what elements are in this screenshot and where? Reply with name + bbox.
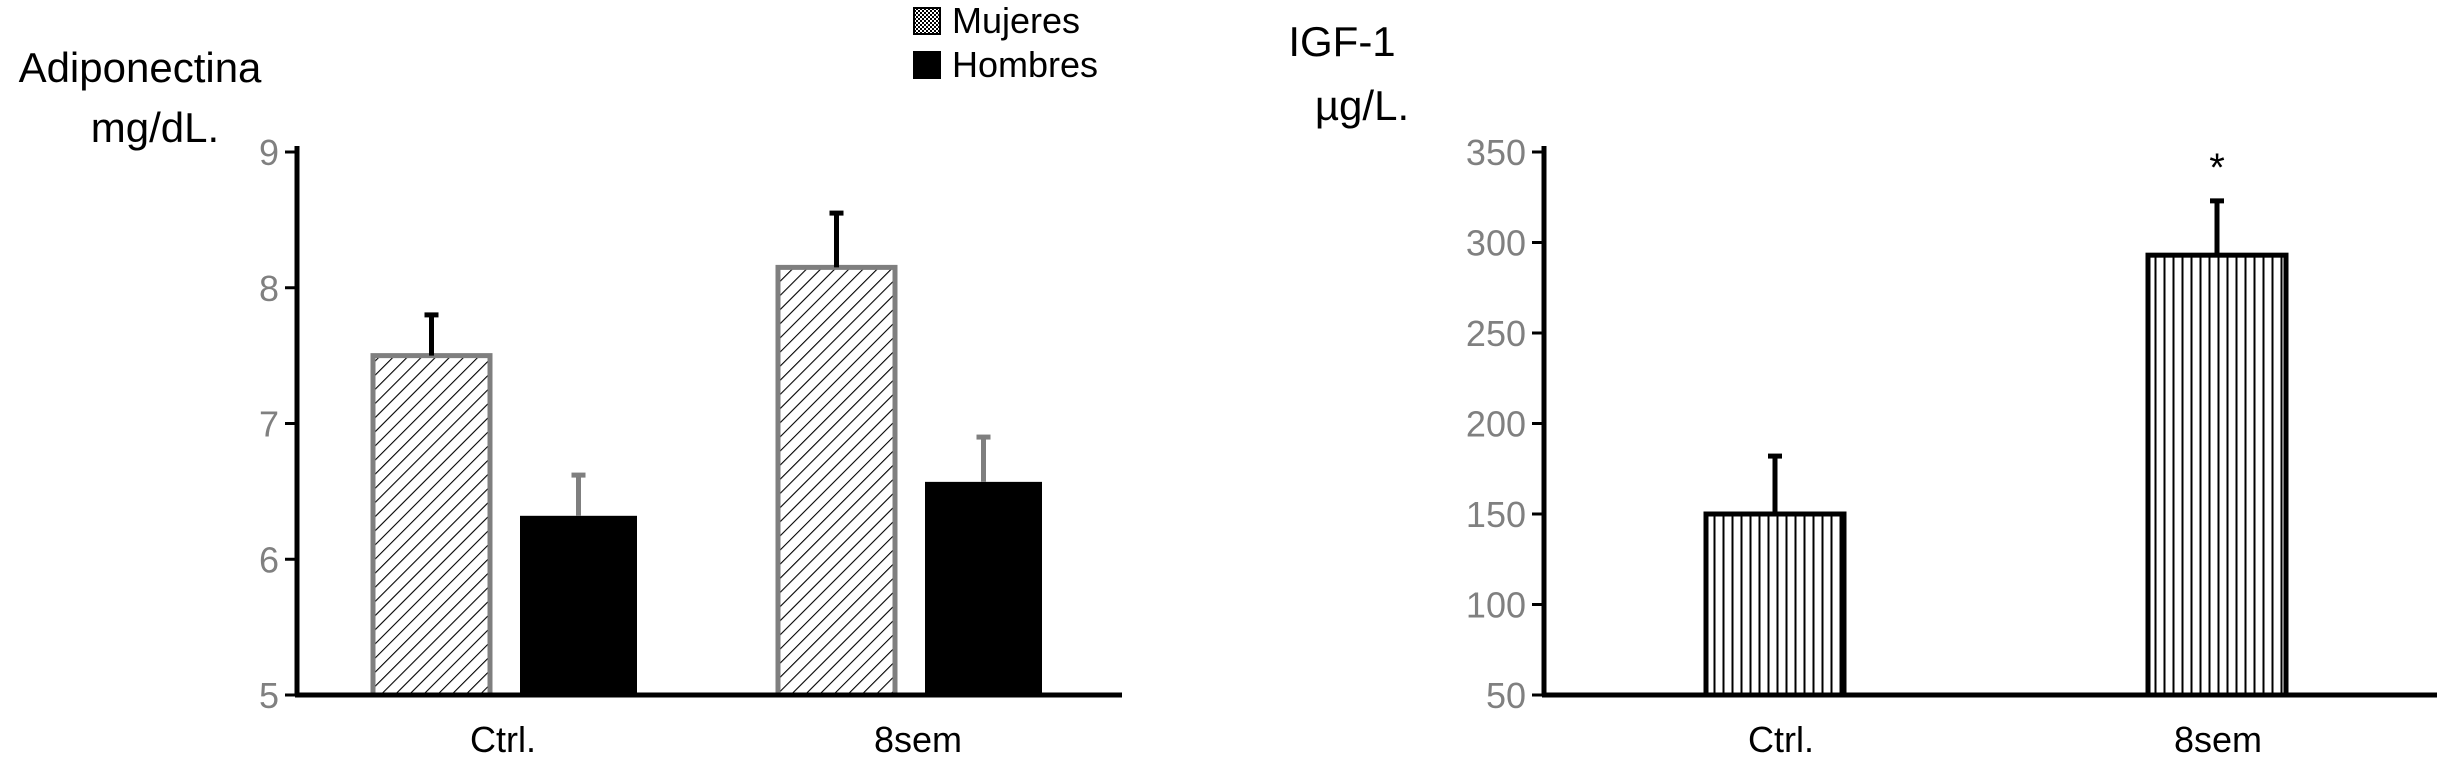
y-tick-label: 200	[1466, 404, 1526, 445]
bars	[1703, 198, 2289, 698]
y-tick-label: 8	[259, 268, 279, 309]
y-tick-label: 300	[1466, 223, 1526, 264]
bar-mujeres-1	[775, 264, 898, 698]
y-axis-label-line-1: Adiponectina	[19, 44, 262, 91]
x-axis-categories: Ctrl. 8sem	[1748, 719, 2262, 760]
y-tick-label: 9	[259, 132, 279, 173]
y-axis-ticks: 5 6 7 8 9	[259, 132, 297, 716]
y-tick-label: 50	[1486, 675, 1526, 716]
y-tick-label: 6	[259, 539, 279, 580]
y-tick-label: 250	[1466, 313, 1526, 354]
legend-swatch-mujeres	[913, 7, 941, 35]
axes	[1541, 146, 2437, 698]
y-axis-label-line-1: IGF-1	[1288, 18, 1395, 65]
y-axis-label-line-2: mg/dL.	[91, 104, 219, 151]
y-tick-label: 350	[1466, 132, 1526, 173]
y-axis-label-line-2: µg/L.	[1315, 82, 1409, 129]
x-category-label: Ctrl.	[470, 719, 536, 760]
igf1-chart: IGF-1 µg/L. 50 100 150 200 250 300 350 Ctrl. 8s…	[1288, 18, 2437, 760]
x-axis-categories: Ctrl. 8sem	[470, 719, 962, 760]
bar-mujeres-0	[370, 353, 493, 698]
significance-marker: *	[2209, 146, 2225, 190]
annotations: *	[2209, 146, 2225, 190]
bar-hombres-0	[520, 515, 637, 695]
x-category-label: 8sem	[2174, 719, 2262, 760]
bars	[370, 210, 1042, 698]
y-tick-label: 100	[1466, 585, 1526, 626]
x-category-label: 8sem	[874, 719, 962, 760]
y-axis-ticks: 50 100 150 200 250 300 350	[1466, 132, 1544, 716]
x-category-label: Ctrl.	[1748, 719, 1814, 760]
legend-label-hombres: Hombres	[952, 44, 1098, 85]
bar-hombres-1	[925, 481, 1042, 695]
bar-value-1	[2145, 252, 2289, 698]
bar-value-0	[1703, 511, 1847, 698]
y-tick-label: 7	[259, 404, 279, 445]
axes	[294, 146, 1122, 698]
legend-swatch-hombres	[913, 51, 941, 79]
y-tick-label: 150	[1466, 494, 1526, 535]
y-tick-label: 5	[259, 675, 279, 716]
legend-label-mujeres: Mujeres	[952, 0, 1080, 41]
